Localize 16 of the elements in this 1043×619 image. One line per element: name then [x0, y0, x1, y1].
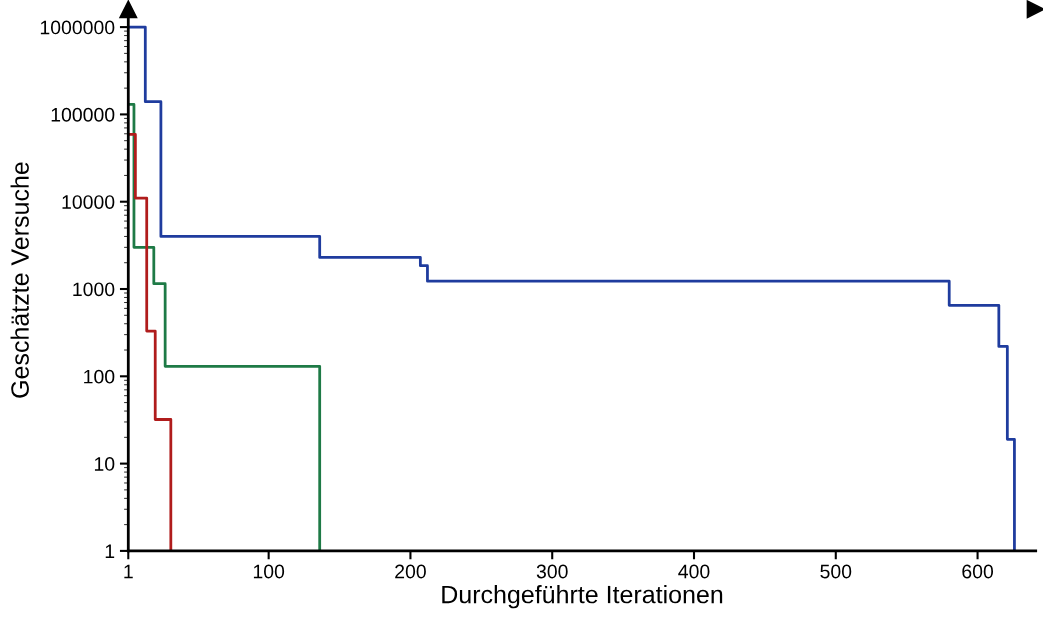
y-axis-title: Geschätzte Versuche — [10, 162, 29, 398]
y-tick-label: 10000 — [62, 195, 115, 209]
y-tick-label: 100 — [84, 369, 115, 384]
y-tick-label: 1000000 — [40, 20, 115, 35]
x-tick-label: 100 — [253, 564, 285, 579]
x-tick-label: 200 — [395, 564, 426, 579]
x-tick-label: 300 — [536, 564, 568, 579]
x-tick-label: 1 — [124, 564, 133, 579]
x-tick-label: 600 — [962, 564, 994, 579]
x-tick-label: 500 — [820, 564, 852, 579]
y-tick-label: 1 — [105, 544, 115, 558]
y-tick-label: 10 — [94, 457, 115, 471]
x-tick-label: 400 — [678, 564, 710, 579]
y-tick-label: 100000 — [51, 107, 115, 122]
y-tick-label: 1000 — [73, 282, 115, 297]
x-axis-title: Durchgeführte Iterationen — [442, 585, 723, 609]
